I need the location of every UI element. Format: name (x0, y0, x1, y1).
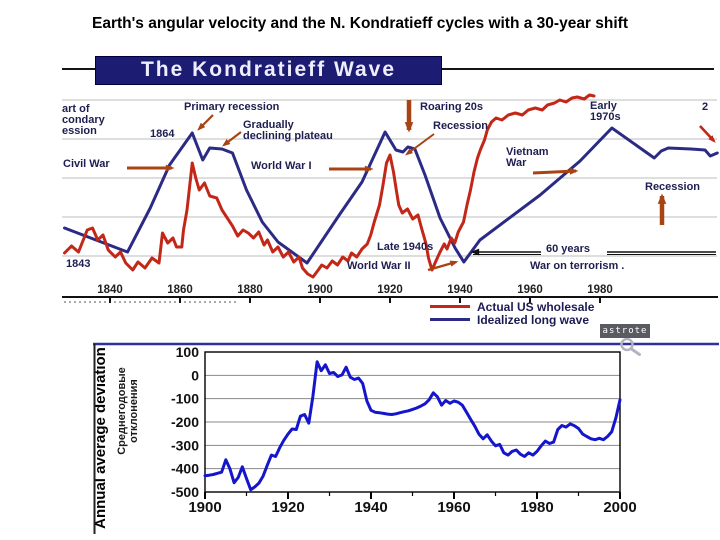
arrowhead (364, 165, 374, 173)
y-tick-label: -100 (171, 391, 199, 407)
x-tick-label: 2000 (603, 499, 636, 516)
y-tick-label: -300 (171, 437, 199, 453)
annotation: Recession (433, 120, 488, 132)
annotation: World War I (251, 160, 312, 172)
annotation: Vietnam War (506, 146, 549, 169)
x-tick-label: 1960 (517, 284, 543, 296)
legend-swatch-blue (430, 318, 470, 321)
arrowhead (165, 164, 175, 172)
y-tick-label: -200 (171, 414, 199, 430)
x-tick-label: 1920 (377, 284, 403, 296)
annotation: 60 years (546, 243, 590, 255)
annotation: Civil War (63, 158, 110, 170)
annotation: 1843 (66, 258, 90, 270)
arrowhead (197, 122, 206, 131)
x-tick-label: 1840 (97, 284, 123, 296)
legend-item-idealized: Idealized long wave (430, 312, 594, 327)
arrowhead (470, 248, 480, 256)
zoom-icon[interactable] (620, 337, 641, 356)
chart-title-banner: The Kondratieff Wave (95, 56, 442, 85)
annotation: Primary recession (184, 101, 280, 113)
annotation: 2 (702, 101, 708, 113)
legend-item-actual: Actual US wholesale (430, 299, 595, 314)
annotation: 1864 (150, 128, 175, 140)
arrowhead (708, 135, 716, 143)
banner-line-right (440, 68, 714, 70)
arrowhead (404, 122, 414, 133)
annotation: art of condary ession (62, 103, 106, 137)
annotation-arrow (532, 169, 577, 175)
annotation: Early 1970s (590, 100, 621, 123)
legend-label: Actual US wholesale (477, 299, 595, 314)
annotation: World War II (347, 260, 411, 272)
x-tick-label: 1880 (237, 284, 263, 296)
deviation-line (203, 360, 622, 492)
legend-label: Idealized long wave (477, 312, 590, 327)
annotation: Late 1940s (377, 241, 433, 253)
watermark-badge: astrote (600, 324, 650, 338)
arrowhead (449, 260, 459, 267)
series-idealized-long-wave (63, 126, 719, 265)
annotation: Roaring 20s (420, 101, 483, 113)
y-tick-label: -400 (171, 461, 199, 477)
x-tick-label: 1940 (354, 499, 387, 516)
annotation: War on terrorism . (530, 260, 624, 272)
y-tick-label: 100 (176, 344, 200, 360)
legend-swatch-red (430, 305, 470, 308)
series-actual-us-wholesale (63, 93, 596, 279)
x-tick-label: 1940 (447, 284, 473, 296)
x-tick-label: 1980 (520, 499, 553, 516)
arrowhead (222, 139, 231, 147)
x-tick-label: 1900 (307, 284, 333, 296)
annotation-arrow (406, 133, 435, 155)
arrowhead (404, 148, 413, 156)
kondratieff-wave-chart: 1840 1860 1880 1900 1920 1940 1960 1980 art of co… (62, 93, 719, 303)
x-tick-label: 1860 (167, 284, 193, 296)
x-tick-label: 1980 (587, 284, 613, 296)
chart-legend: Actual US wholesale Idealized long wave (430, 299, 595, 327)
banner-line-left (62, 68, 95, 70)
annotation: Gradually declining plateau (243, 119, 333, 142)
annotation: Recession (645, 181, 700, 193)
y-tick-label: -500 (171, 484, 199, 500)
page-title: Earth's angular velocity and the N. Kond… (91, 15, 628, 32)
x-tick-label: 1920 (271, 499, 304, 516)
x-tick-label: 1960 (437, 499, 470, 516)
arrowhead (657, 193, 667, 204)
arrowhead (569, 167, 579, 175)
y-tick-label: 0 (191, 367, 199, 383)
x-tick-label: 1900 (188, 499, 221, 516)
